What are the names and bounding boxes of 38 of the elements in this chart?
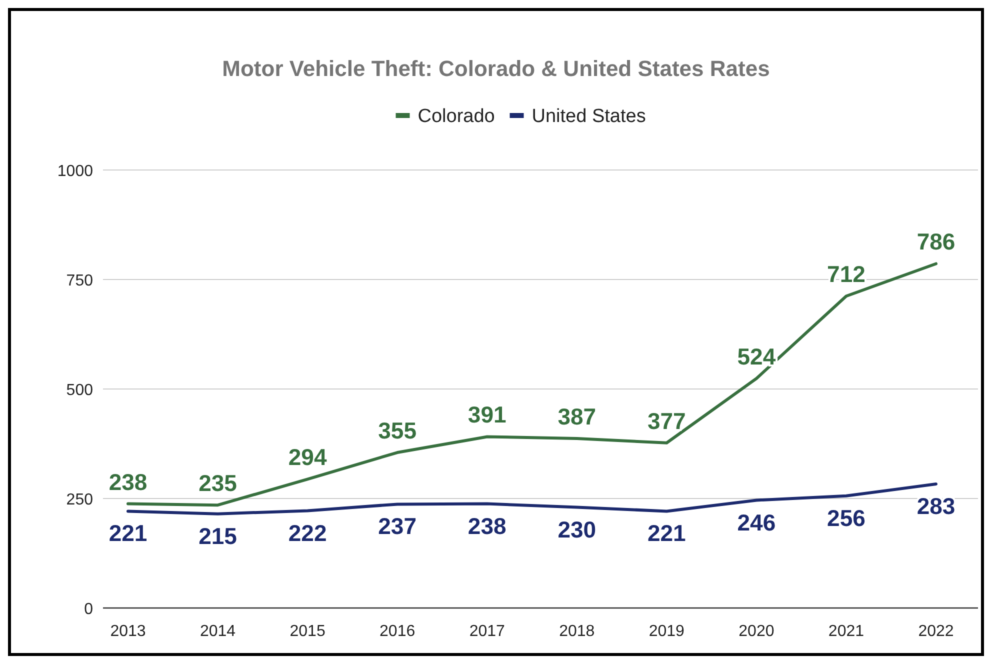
- data-label: 294: [288, 444, 327, 470]
- x-tick-label: 2014: [200, 623, 236, 640]
- data-label: 256: [827, 504, 866, 531]
- y-tick-label: 750: [66, 272, 94, 290]
- x-tick-label: 2016: [380, 623, 416, 640]
- legend-label: Colorado: [418, 106, 495, 127]
- data-label: 238: [468, 512, 507, 539]
- y-tick-label: 250: [66, 492, 94, 508]
- data-label: 221: [108, 520, 148, 546]
- x-tick-label: 2019: [648, 623, 685, 640]
- data-label: 524: [737, 343, 776, 370]
- x-tick-label: 2022: [918, 623, 954, 640]
- data-label: 355: [378, 418, 417, 444]
- x-tick-label: 2015: [290, 623, 326, 640]
- chart-title: Motor Vehicle Theft: Colorado & United States Rates: [222, 56, 770, 81]
- data-label: 786: [916, 228, 956, 255]
- x-tick-label: 2013: [110, 623, 146, 640]
- data-label: 246: [737, 509, 776, 536]
- data-label: 235: [198, 470, 238, 496]
- x-tick-label: 2020: [738, 623, 774, 640]
- data-label: 377: [647, 408, 686, 434]
- y-tick-label: 0: [84, 601, 94, 618]
- x-tick-label: 2018: [559, 623, 595, 640]
- data-label: 391: [468, 402, 507, 428]
- data-label: 712: [827, 261, 866, 288]
- y-tick-label: 500: [66, 382, 94, 399]
- x-tick-label: 2017: [469, 623, 506, 640]
- x-tick-label: 2021: [828, 623, 864, 640]
- data-label: 283: [916, 493, 956, 520]
- data-label: 230: [558, 516, 596, 542]
- data-label: 215: [198, 522, 238, 549]
- data-label: 221: [647, 520, 686, 546]
- y-tick-label: 1000: [57, 163, 94, 180]
- data-label: 387: [558, 403, 596, 430]
- data-label: 237: [378, 513, 417, 540]
- data-label: 222: [288, 520, 327, 546]
- legend-label: United States: [532, 106, 646, 127]
- data-label: 238: [108, 468, 148, 495]
